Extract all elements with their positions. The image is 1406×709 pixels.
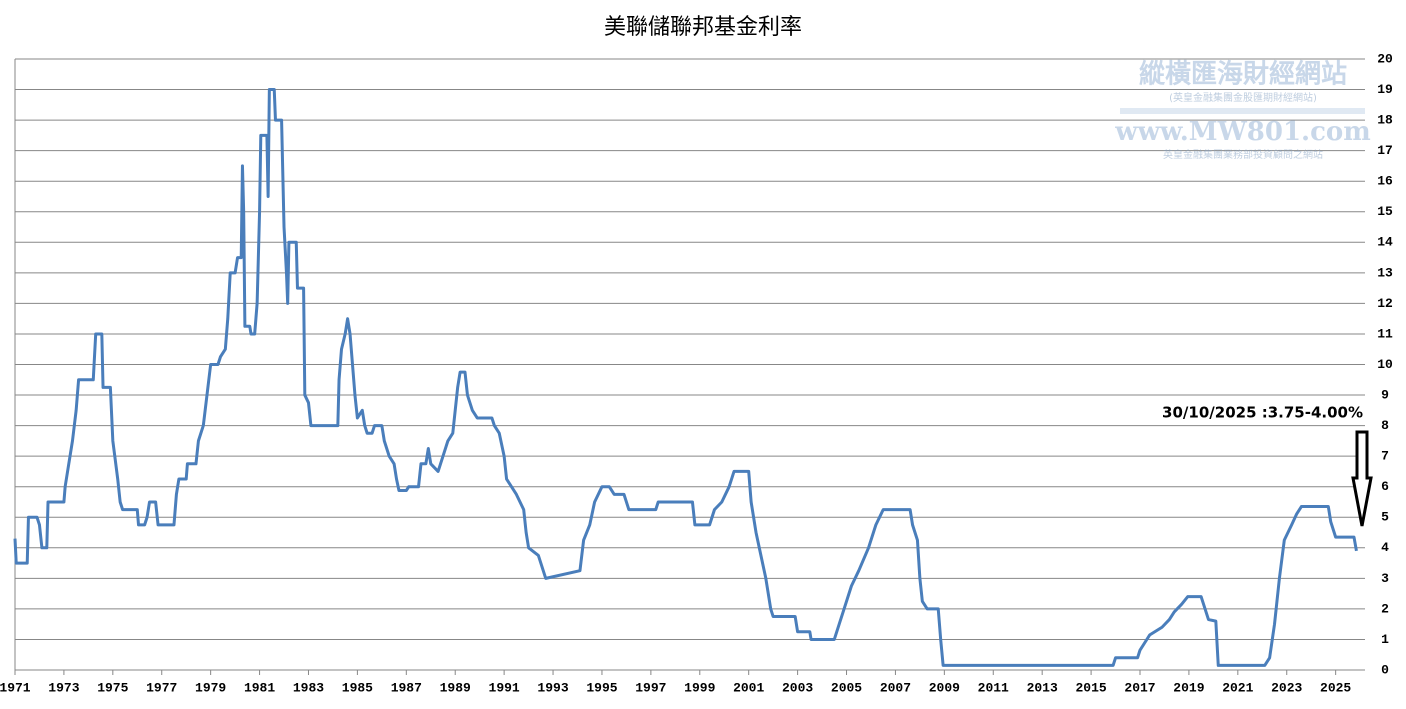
x-tick-label: 1971 (0, 680, 31, 695)
x-tick-label: 2005 (831, 680, 862, 695)
x-tick-label: 2025 (1320, 680, 1351, 695)
x-tick-label: 2007 (880, 680, 911, 695)
x-tick-label: 1989 (440, 680, 471, 695)
watermark: 縱橫匯海財經網站 (英皇金融集團金股匯期財經網站) www.MW801.com … (1114, 59, 1371, 162)
data-line (13, 88, 1358, 667)
y-tick-label: 15 (1377, 204, 1393, 219)
chart-title: 美聯儲聯邦基金利率 (604, 15, 802, 40)
x-tick-label: 1987 (391, 680, 422, 695)
y-tick-label: 12 (1377, 296, 1393, 311)
y-tick-label: 5 (1381, 510, 1389, 525)
y-tick-label: 14 (1377, 235, 1393, 250)
watermark-band (1120, 108, 1365, 114)
x-tick-label: 1985 (342, 680, 373, 695)
y-tick-label: 16 (1377, 174, 1393, 189)
watermark-text: 英皇金融集團業務部投資顧問之網站 (1163, 148, 1323, 161)
x-tick-label: 1995 (586, 680, 617, 695)
x-tick-label: 2019 (1173, 680, 1204, 695)
annotation-arrow (1351, 430, 1373, 527)
y-tick-label: 2 (1381, 601, 1389, 616)
watermark-text: www.MW801.com (1114, 117, 1371, 147)
x-tick-label: 1975 (97, 680, 128, 695)
annotation: 30/10/2025 :3.75-4.00% (1162, 404, 1363, 422)
x-tick-label: 2021 (1222, 680, 1253, 695)
y-tick-label: 11 (1377, 326, 1393, 341)
x-tick-label: 1993 (537, 680, 568, 695)
watermark-text: (英皇金融集團金股匯期財經網站) (1169, 91, 1317, 104)
x-tick-label: 2011 (978, 680, 1009, 695)
x-tick-label: 2009 (929, 680, 960, 695)
x-tick-label: 2023 (1271, 680, 1302, 695)
y-tick-label: 17 (1377, 143, 1393, 158)
y-tick-label: 20 (1377, 51, 1393, 66)
y-tick-label: 7 (1381, 449, 1389, 464)
y-tick-label: 13 (1377, 265, 1393, 280)
x-tick-label: 1999 (684, 680, 715, 695)
x-tick-label: 1977 (146, 680, 177, 695)
x-tick-label: 1973 (48, 680, 79, 695)
y-tick-label: 19 (1377, 82, 1393, 97)
y-tick-label: 4 (1381, 540, 1389, 555)
x-tick-label: 2013 (1027, 680, 1058, 695)
y-tick-label: 18 (1377, 113, 1393, 128)
y-tick-label: 8 (1381, 418, 1389, 433)
y-tick-label: 6 (1381, 479, 1389, 494)
y-tick-label: 1 (1381, 632, 1389, 647)
x-tick-label: 1983 (293, 680, 324, 695)
x-tick-label: 1979 (195, 680, 226, 695)
y-tick-label: 10 (1377, 357, 1393, 372)
y-tick-label: 0 (1381, 662, 1389, 677)
x-tick-label: 2015 (1075, 680, 1106, 695)
watermark-text: 縱橫匯海財經網站 (1139, 59, 1347, 90)
x-tick-label: 2003 (782, 680, 813, 695)
x-tick-label: 2017 (1124, 680, 1155, 695)
y-tick-label: 9 (1381, 387, 1389, 402)
x-tick-label: 1991 (489, 680, 520, 695)
x-tick-label: 2001 (733, 680, 764, 695)
x-tick-label: 1981 (244, 680, 275, 695)
x-tick-label: 1997 (635, 680, 666, 695)
y-tick-label: 3 (1381, 571, 1389, 586)
